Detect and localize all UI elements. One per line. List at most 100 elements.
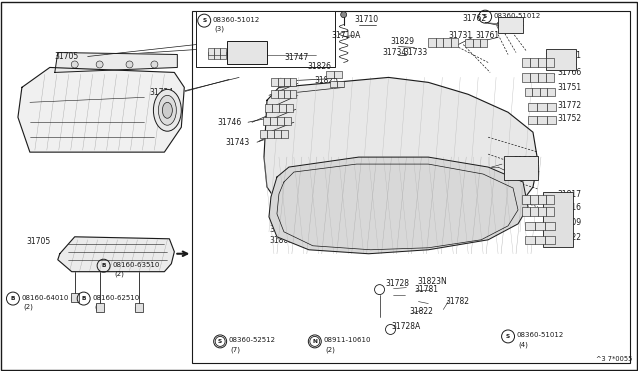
Polygon shape bbox=[58, 237, 174, 272]
Bar bbox=[522, 58, 530, 67]
Text: 31829: 31829 bbox=[390, 37, 415, 46]
Bar bbox=[525, 236, 535, 244]
Bar bbox=[271, 90, 278, 98]
Text: 08160-63510: 08160-63510 bbox=[112, 262, 159, 268]
Text: 08360-51012: 08360-51012 bbox=[493, 13, 541, 19]
Bar bbox=[528, 103, 538, 111]
Polygon shape bbox=[55, 52, 177, 73]
Bar bbox=[214, 52, 220, 59]
Bar bbox=[504, 156, 538, 180]
Text: 31741: 31741 bbox=[276, 186, 300, 195]
Text: (3): (3) bbox=[495, 21, 506, 28]
Bar bbox=[278, 90, 284, 98]
Bar bbox=[337, 81, 344, 87]
Bar bbox=[530, 58, 538, 67]
Text: 08360-51012: 08360-51012 bbox=[516, 333, 564, 339]
Bar bbox=[528, 116, 538, 124]
Text: 31823N: 31823N bbox=[417, 277, 447, 286]
Text: (2): (2) bbox=[114, 270, 124, 277]
Bar bbox=[277, 117, 284, 125]
Bar bbox=[465, 39, 472, 46]
Bar bbox=[436, 38, 444, 47]
Bar bbox=[284, 78, 290, 86]
Text: 31733: 31733 bbox=[403, 48, 428, 57]
Bar bbox=[451, 38, 458, 47]
Text: 31817: 31817 bbox=[558, 190, 582, 199]
Bar bbox=[498, 17, 523, 33]
Text: N: N bbox=[312, 339, 317, 344]
Bar bbox=[265, 104, 272, 112]
Bar bbox=[530, 73, 538, 82]
Text: 31826: 31826 bbox=[308, 62, 332, 71]
Circle shape bbox=[340, 12, 347, 17]
Bar bbox=[71, 293, 79, 302]
Text: 08360-51012: 08360-51012 bbox=[212, 17, 260, 23]
Text: 31715: 31715 bbox=[269, 204, 293, 214]
Text: 31816: 31816 bbox=[558, 203, 582, 212]
Text: (2): (2) bbox=[24, 303, 33, 310]
Text: 31705: 31705 bbox=[55, 52, 79, 61]
Bar bbox=[535, 222, 545, 230]
Bar bbox=[540, 89, 547, 96]
Bar bbox=[538, 58, 546, 67]
Text: (3): (3) bbox=[214, 25, 225, 32]
Text: 08160-64010: 08160-64010 bbox=[21, 295, 68, 301]
Text: 31734: 31734 bbox=[383, 48, 407, 57]
Bar bbox=[267, 130, 274, 138]
Bar bbox=[274, 130, 281, 138]
Text: S: S bbox=[506, 334, 510, 339]
Bar bbox=[535, 236, 545, 244]
Bar bbox=[95, 302, 104, 311]
Text: 31761: 31761 bbox=[475, 31, 499, 40]
Bar bbox=[272, 104, 279, 112]
Circle shape bbox=[71, 61, 78, 68]
Text: 31742: 31742 bbox=[276, 177, 300, 186]
Bar bbox=[333, 71, 342, 78]
Text: 08360-52512: 08360-52512 bbox=[228, 337, 276, 343]
Bar bbox=[547, 89, 555, 96]
Bar bbox=[538, 73, 546, 82]
Text: 31782: 31782 bbox=[445, 297, 469, 306]
Bar bbox=[196, 11, 335, 67]
Bar bbox=[546, 73, 554, 82]
Bar bbox=[444, 38, 451, 47]
Bar bbox=[428, 38, 436, 47]
Text: 31801: 31801 bbox=[502, 169, 526, 177]
Text: 31721: 31721 bbox=[558, 51, 582, 60]
Polygon shape bbox=[264, 77, 538, 232]
Text: (3): (3) bbox=[94, 303, 104, 310]
Bar bbox=[547, 116, 556, 124]
Text: 31781: 31781 bbox=[415, 285, 438, 294]
Text: 31808: 31808 bbox=[513, 155, 537, 164]
Text: B: B bbox=[101, 263, 106, 268]
Bar bbox=[546, 58, 554, 67]
Bar bbox=[208, 52, 214, 59]
Bar bbox=[286, 104, 293, 112]
Text: 31710: 31710 bbox=[355, 15, 379, 24]
Bar bbox=[522, 73, 530, 82]
Text: 31766: 31766 bbox=[558, 68, 582, 77]
Text: 31713: 31713 bbox=[269, 214, 293, 223]
Bar bbox=[284, 117, 291, 125]
Text: 31705: 31705 bbox=[27, 237, 51, 246]
Bar bbox=[545, 222, 555, 230]
Circle shape bbox=[151, 61, 158, 68]
Text: 31772: 31772 bbox=[558, 101, 582, 110]
Ellipse shape bbox=[158, 95, 177, 125]
Text: 31731: 31731 bbox=[448, 31, 472, 40]
Bar bbox=[290, 90, 296, 98]
Ellipse shape bbox=[154, 89, 181, 131]
Text: S: S bbox=[483, 14, 487, 19]
Text: 31751: 31751 bbox=[558, 83, 582, 92]
Text: 31728A: 31728A bbox=[392, 322, 420, 331]
Bar bbox=[538, 103, 547, 111]
Polygon shape bbox=[18, 67, 184, 152]
Text: 31822: 31822 bbox=[410, 307, 433, 316]
Bar bbox=[227, 41, 267, 64]
Text: 31747: 31747 bbox=[284, 53, 308, 62]
Bar bbox=[330, 81, 337, 87]
Bar bbox=[546, 208, 554, 217]
Text: 31771: 31771 bbox=[430, 167, 454, 177]
Bar bbox=[279, 104, 286, 112]
Text: 31762: 31762 bbox=[462, 14, 486, 23]
